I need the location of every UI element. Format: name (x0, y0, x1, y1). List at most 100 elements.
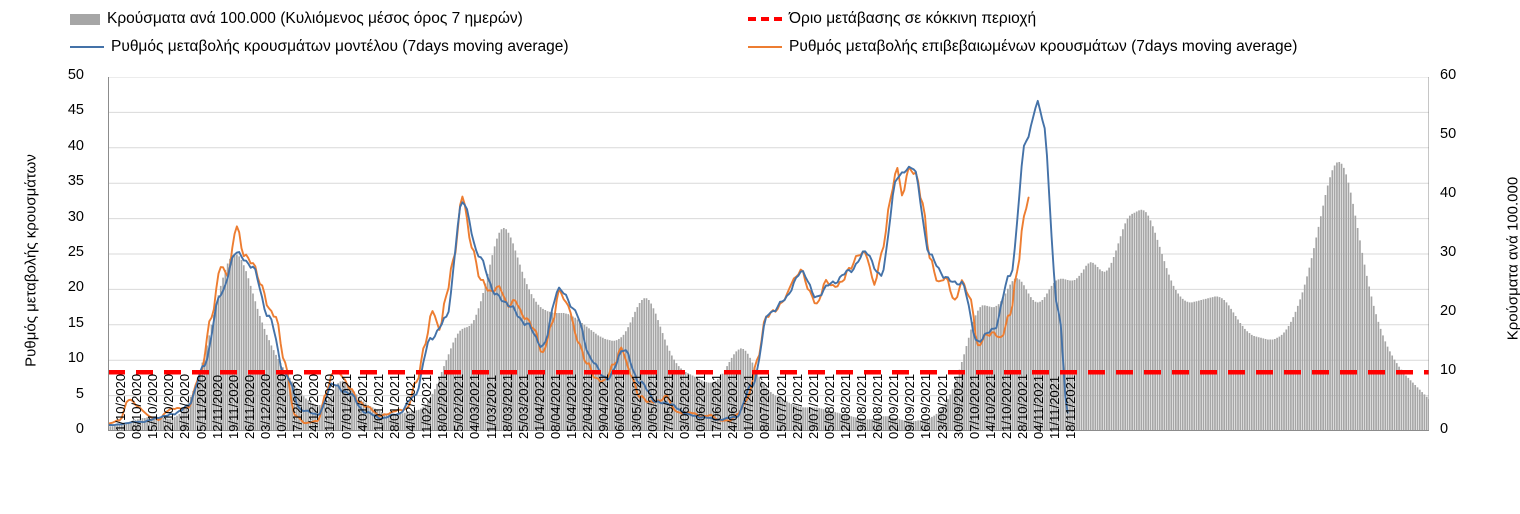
legend-label-confirmed-line: Ρυθμός μεταβολής επιβεβαιωμένων κρουσμάτ… (789, 38, 1298, 55)
x-tick-label: 29/04/2021 (596, 373, 612, 439)
chart-legend: Κρούσματα ανά 100.000 (Κυλιόμενος μέσος … (0, 0, 1520, 62)
x-tick-label: 15/07/2021 (773, 373, 789, 439)
x-tick-label: 23/09/2021 (934, 373, 950, 439)
x-tick-label: 26/11/2020 (241, 374, 257, 439)
y-axis-right-ticks: 0 10 20 30 40 50 60 (1440, 0, 1490, 514)
x-tick-label: 08/04/2021 (547, 373, 563, 439)
x-tick-label: 17/06/2021 (709, 373, 725, 439)
y-right-tick-50: 50 (1440, 126, 1457, 142)
x-tick-label: 12/11/2020 (209, 374, 225, 439)
x-tick-label: 01/07/2021 (741, 373, 757, 439)
x-tick-label: 08/10/2020 (129, 373, 145, 439)
y-left-tick-5: 5 (75, 385, 84, 402)
y-left-tick-25: 25 (67, 244, 84, 260)
x-tick-label: 03/12/2020 (257, 373, 273, 439)
x-axis-tick-labels: 01/10/2020 08/10/2020 15/10/2020 22/10/2020… (108, 374, 1429, 514)
x-tick-label: 25/02/2021 (451, 373, 467, 439)
legend-item-model-line[interactable]: Ρυθμός μεταβολής κρουσμάτων μοντέλου (7d… (70, 36, 569, 58)
x-tick-label: 17/12/2020 (290, 373, 306, 439)
y-right-tick-0: 0 (1440, 421, 1449, 437)
x-tick-label: 18/11/2021 (1063, 374, 1079, 439)
x-tick-label: 03/06/2021 (676, 373, 692, 439)
x-tick-label: 22/10/2020 (161, 373, 177, 439)
x-tick-label: 05/11/2020 (193, 374, 209, 439)
y-left-tick-35: 35 (67, 173, 84, 190)
x-tick-label: 19/11/2020 (225, 374, 241, 439)
y-axis-left-title: Ρυθμός μεταβολής κρουσμάτων (22, 154, 40, 367)
x-tick-label: 22/07/2021 (789, 373, 805, 439)
y-left-tick-30: 30 (67, 208, 84, 225)
x-tick-label: 04/11/2021 (1031, 374, 1047, 439)
x-tick-label: 08/07/2021 (757, 373, 773, 439)
x-tick-label: 07/10/2021 (966, 373, 982, 439)
x-tick-label: 22/04/2021 (580, 373, 596, 439)
x-tick-label: 30/09/2021 (950, 373, 966, 439)
x-tick-label: 20/05/2021 (644, 373, 660, 439)
y-left-tick-15: 15 (67, 314, 84, 331)
model-rate-line (108, 99, 1069, 427)
y-left-tick-0: 0 (75, 421, 84, 437)
x-tick-label: 10/12/2020 (274, 373, 290, 439)
plot-frame (108, 77, 1429, 431)
y-right-tick-40: 40 (1440, 185, 1457, 201)
bar-swatch-icon (70, 13, 100, 25)
x-tick-label: 29/10/2020 (177, 373, 193, 439)
y-left-tick-50: 50 (67, 67, 84, 83)
x-tick-label: 11/03/2021 (483, 374, 499, 439)
legend-label-limit-line: Όριο μετάβασης σε κόκκινη περιοχή (789, 10, 1037, 27)
y-left-tick-20: 20 (67, 279, 84, 296)
x-tick-label: 28/01/2021 (386, 373, 402, 439)
x-tick-label: 18/03/2021 (499, 373, 515, 439)
x-tick-label: 09/09/2021 (902, 373, 918, 439)
x-tick-label: 19/08/2021 (854, 373, 870, 439)
x-tick-label: 29/07/2021 (805, 373, 821, 439)
x-tick-label: 16/09/2021 (918, 373, 934, 439)
x-tick-label: 14/01/2021 (354, 373, 370, 439)
orange-line-swatch-icon (748, 46, 782, 48)
y-left-tick-45: 45 (67, 102, 84, 119)
x-tick-label: 14/10/2021 (982, 373, 998, 439)
x-tick-label: 11/02/2021 (419, 374, 435, 439)
y-right-tick-20: 20 (1440, 303, 1457, 319)
x-tick-label: 27/05/2021 (660, 373, 676, 439)
y-left-tick-10: 10 (67, 350, 84, 367)
legend-label-model-line: Ρυθμός μεταβολής κρουσμάτων μοντέλου (7d… (111, 38, 569, 55)
x-tick-label: 12/08/2021 (837, 373, 853, 439)
x-tick-label: 01/10/2020 (113, 373, 128, 439)
x-tick-label: 28/10/2021 (1015, 373, 1031, 439)
x-tick-label: 15/04/2021 (564, 373, 580, 439)
x-tick-label: 02/09/2021 (886, 373, 902, 439)
legend-label-bars: Κρούσματα ανά 100.000 (Κυλιόμενος μέσος … (107, 10, 523, 27)
y-right-tick-10: 10 (1440, 362, 1457, 378)
x-tick-label: 04/03/2021 (467, 373, 483, 439)
x-tick-label: 01/04/2021 (531, 373, 547, 439)
x-tick-label: 25/03/2021 (515, 373, 531, 439)
x-tick-label: 21/01/2021 (370, 373, 386, 439)
y-axis-left-ticks: 0 5 10 15 20 25 30 35 40 45 50 (44, 0, 94, 514)
x-tick-label: 04/02/2021 (402, 373, 418, 439)
x-tick-label: 05/08/2021 (821, 373, 837, 439)
x-tick-label: 18/02/2021 (435, 373, 451, 439)
chart-canvas (108, 77, 1429, 431)
y-axis-right-title: Κρούσματα ανά 100.000 (1504, 176, 1520, 341)
x-tick-label: 13/05/2021 (628, 373, 644, 439)
legend-item-limit-line[interactable]: Όριο μετάβασης σε κόκκινη περιοχή (748, 8, 1036, 30)
x-tick-label: 26/08/2021 (870, 373, 886, 439)
legend-item-confirmed-line[interactable]: Ρυθμός μεταβολής επιβεβαιωμένων κρουσμάτ… (748, 36, 1297, 58)
y-right-tick-60: 60 (1440, 67, 1457, 83)
x-tick-label: 07/01/2021 (338, 373, 354, 439)
blue-line-swatch-icon (70, 46, 104, 48)
x-tick-label: 11/11/2021 (1047, 375, 1063, 439)
x-tick-label: 24/12/2020 (306, 373, 322, 439)
plot-area (108, 77, 1429, 431)
legend-item-bars[interactable]: Κρούσματα ανά 100.000 (Κυλιόμενος μέσος … (70, 8, 523, 30)
x-tick-label: 24/06/2021 (725, 373, 741, 439)
confirmed-rate-line (108, 166, 1030, 425)
y-right-tick-30: 30 (1440, 244, 1457, 260)
red-dashed-swatch-icon (748, 17, 782, 21)
x-tick-label: 10/06/2021 (692, 373, 708, 439)
x-tick-label: 21/10/2021 (999, 373, 1015, 439)
x-tick-label: 15/10/2020 (145, 373, 161, 439)
x-tick-label: 31/12/2020 (322, 373, 338, 439)
